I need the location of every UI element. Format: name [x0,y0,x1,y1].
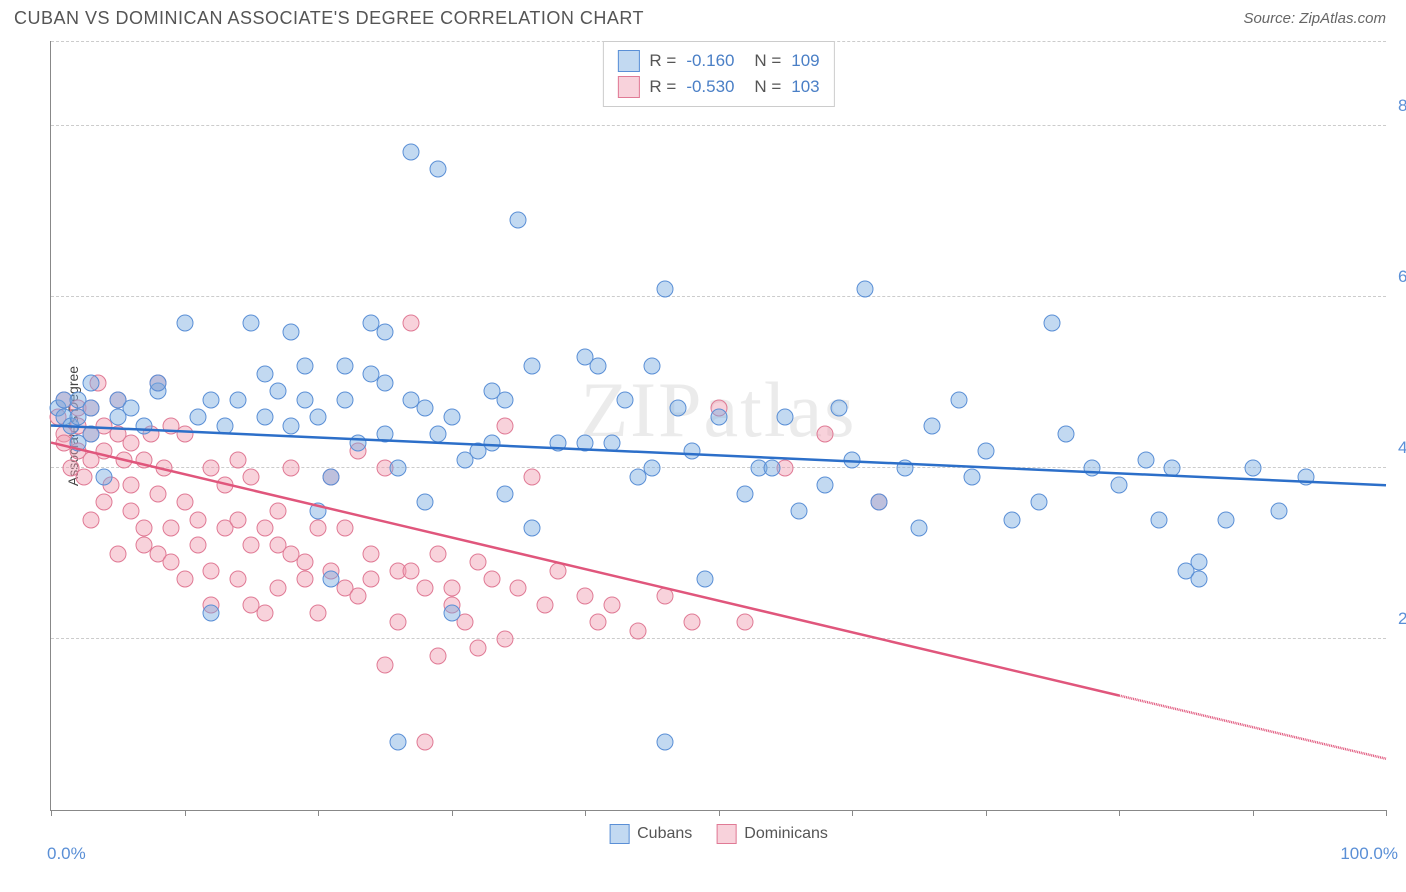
trend-line [1119,696,1386,759]
trend-line [51,426,1386,486]
y-tick-label: 20.0% [1398,609,1406,629]
legend-swatch [617,50,639,72]
x-tick [318,810,319,816]
legend-series-label: Dominicans [744,825,828,843]
x-tick [51,810,52,816]
x-tick [585,810,586,816]
legend-swatch [609,824,629,844]
legend-series-item: Dominicans [716,824,828,844]
x-tick [452,810,453,816]
y-tick-label: 40.0% [1398,438,1406,458]
legend-r-value: -0.530 [686,77,744,97]
legend-n-value: 103 [791,77,819,97]
source-attribution: Source: ZipAtlas.com [1243,10,1386,27]
chart-title: CUBAN VS DOMINICAN ASSOCIATE'S DEGREE CO… [14,8,644,29]
legend-r-label: R = [649,51,676,71]
legend-stat-row: R = -0.160 N = 109 [617,48,819,74]
legend-series-item: Cubans [609,824,692,844]
chart-plot-area: Associate's Degree ZIPatlas 20.0%40.0%60… [50,41,1386,811]
legend-n-value: 109 [791,51,819,71]
x-axis-max-label: 100.0% [1340,844,1398,864]
x-tick [185,810,186,816]
legend-swatch [716,824,736,844]
y-tick-label: 60.0% [1398,267,1406,287]
x-tick [1386,810,1387,816]
trend-line [51,443,1119,696]
x-tick [986,810,987,816]
legend-series-label: Cubans [637,825,692,843]
x-tick [1253,810,1254,816]
x-axis-min-label: 0.0% [47,844,86,864]
x-tick [852,810,853,816]
x-tick [719,810,720,816]
legend-swatch [617,76,639,98]
legend-n-label: N = [754,51,781,71]
legend-stats-box: R = -0.160 N = 109R = -0.530 N = 103 [602,41,834,107]
legend-series: Cubans Dominicans [609,824,828,844]
legend-n-label: N = [754,77,781,97]
y-tick-label: 80.0% [1398,96,1406,116]
legend-stat-row: R = -0.530 N = 103 [617,74,819,100]
x-tick [1119,810,1120,816]
legend-r-value: -0.160 [686,51,744,71]
legend-r-label: R = [649,77,676,97]
